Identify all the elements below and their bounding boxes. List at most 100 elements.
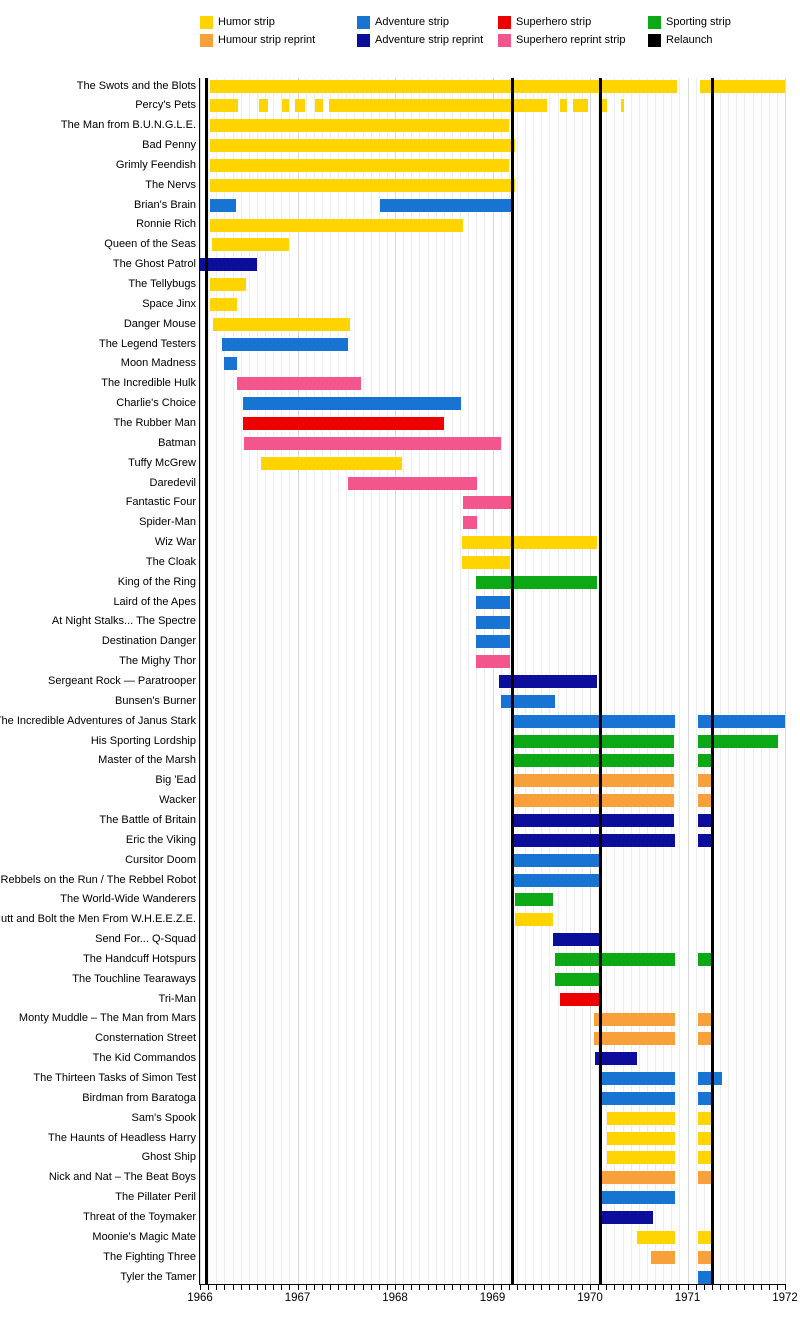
x-axis-tick: [330, 1285, 331, 1290]
timeline-bar: [698, 1012, 712, 1026]
row-label: The Battle of Britain: [99, 813, 196, 826]
timeline-bar: [200, 258, 257, 272]
sporting-swatch: [648, 16, 661, 29]
row-label: The Ghost Patrol: [112, 258, 196, 271]
row-label: Brian's Brain: [133, 198, 196, 211]
x-axis-tick: [711, 1285, 713, 1290]
x-axis-tick: [273, 1285, 275, 1290]
month-gridline: [240, 78, 242, 1284]
x-axis-tick: [338, 1285, 340, 1290]
month-gridline: [630, 78, 632, 1284]
month-gridline: [338, 78, 340, 1284]
legend-item-label: Adventure strip reprint: [375, 34, 484, 46]
timeline-bar: [209, 218, 464, 232]
row-label: Queen of the Seas: [104, 238, 196, 251]
row-label: The Swots and the Blots: [76, 79, 196, 92]
month-gridline: [663, 78, 665, 1284]
timeline-bar: [261, 456, 402, 470]
row-label: The Pillater Peril: [115, 1191, 196, 1204]
x-axis-tick: [256, 1285, 258, 1290]
x-axis-tick: [370, 1285, 372, 1290]
month-gridline: [378, 78, 380, 1284]
row-label: Ghost Ship: [141, 1151, 196, 1164]
x-axis-tick: [525, 1285, 526, 1290]
timeline-bar: [380, 198, 512, 212]
superhero-swatch: [498, 16, 511, 29]
timeline-bar: [315, 99, 323, 113]
legend-item: Humour strip reprint: [200, 34, 350, 48]
x-axis-line: [199, 1284, 786, 1285]
timeline-bar: [698, 952, 712, 966]
month-gridline: [679, 78, 681, 1284]
timeline-bar: [698, 1230, 712, 1244]
timeline-bar: [698, 1131, 712, 1145]
month-gridline: [208, 78, 210, 1284]
row-label: Birdman from Baratoga: [82, 1091, 196, 1104]
timeline-bar: [224, 357, 238, 371]
timeline-bar: [475, 595, 510, 609]
legend-item: Adventure strip: [357, 16, 507, 30]
timeline-bar: [593, 1032, 675, 1046]
month-gridline: [330, 78, 331, 1284]
timeline-bar: [209, 278, 246, 291]
row-label: The Man from B.U.N.G.L.E.: [60, 119, 196, 132]
timeline-bar: [258, 99, 269, 113]
month-gridline: [411, 78, 413, 1284]
x-axis-tick: [565, 1285, 567, 1290]
row-label: Wacker: [159, 794, 196, 807]
x-axis-tick: [443, 1285, 445, 1290]
row-label: Big 'Ead: [155, 774, 196, 787]
timeline-bar: [221, 337, 349, 351]
month-gridline: [370, 78, 372, 1284]
x-axis-tick: [581, 1285, 583, 1290]
row-label: Daredevil: [149, 476, 196, 489]
legend-item-label: Relaunch: [666, 34, 713, 46]
month-gridline: [386, 78, 388, 1284]
row-label: Grimly Feendish: [115, 158, 196, 171]
row-label: The Mighy Thor: [119, 655, 196, 668]
row-label: The Haunts of Headless Harry: [48, 1131, 196, 1144]
row-label: Rebbels on the Run / The Rebbel Robot: [0, 873, 196, 886]
row-label: Nutt and Bolt the Men From W.H.E.E.Z.E.: [0, 913, 196, 926]
x-axis-tick: [728, 1285, 730, 1290]
x-axis-year-label: 1966: [187, 1292, 213, 1304]
row-label: Tuffy McGrew: [128, 456, 196, 469]
timeline-bar: [698, 1171, 712, 1185]
x-axis-tick: [411, 1285, 413, 1290]
timeline-bar: [698, 1111, 712, 1125]
timeline-bar: [552, 933, 600, 947]
month-gridline: [427, 78, 429, 1284]
row-label: Threat of the Toymaker: [83, 1210, 196, 1223]
x-axis-tick: [313, 1285, 315, 1290]
row-label: Fantastic Four: [125, 496, 196, 509]
month-gridline: [289, 78, 291, 1284]
month-gridline: [224, 78, 226, 1284]
legend-item-label: Humor strip: [218, 16, 275, 28]
timeline-bar: [698, 734, 779, 748]
month-gridline: [216, 78, 218, 1284]
x-axis-tick: [354, 1285, 356, 1290]
timeline-bar: [513, 853, 599, 867]
timeline-bar: [209, 178, 515, 192]
row-label: The Tellybugs: [128, 278, 196, 290]
row-label: Destination Danger: [101, 635, 196, 648]
month-gridline: [728, 78, 730, 1284]
x-axis-tick: [451, 1285, 453, 1290]
x-axis-tick: [378, 1285, 380, 1290]
x-axis-tick: [224, 1285, 226, 1290]
timeline-bar: [651, 1250, 675, 1264]
timeline-bar: [601, 99, 607, 113]
timeline-bar: [513, 734, 674, 748]
x-axis-tick: [476, 1285, 478, 1290]
timeline-bar: [243, 436, 502, 450]
month-gridline: [362, 78, 364, 1284]
timeline-bar: [463, 496, 513, 510]
relaunch-line: [510, 78, 514, 1284]
month-gridline: [638, 78, 640, 1284]
row-label: Ronnie Rich: [136, 218, 196, 231]
humor-swatch: [200, 16, 213, 29]
x-axis-tick: [695, 1285, 697, 1290]
timeline-bar: [475, 635, 510, 649]
timeline-bar: [594, 1052, 637, 1066]
